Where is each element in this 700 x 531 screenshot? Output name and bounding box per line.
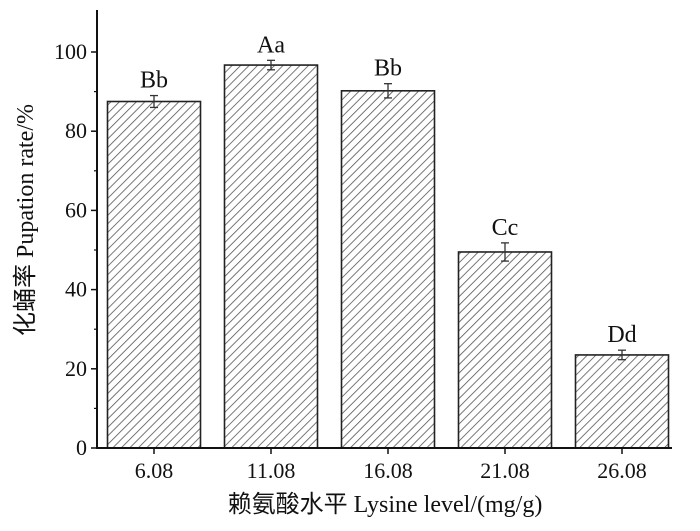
y-axis-title: 化蛹率 Pupation rate/%: [12, 104, 39, 336]
significance-label: Bb: [374, 56, 402, 82]
significance-label: Cc: [492, 215, 519, 241]
bar: [223, 64, 319, 449]
y-tick-label: 60: [65, 197, 87, 222]
bar: [574, 354, 670, 449]
y-tick-label: 40: [65, 277, 87, 302]
x-tick-label: 26.08: [597, 458, 647, 483]
x-tick-label: 11.08: [247, 458, 296, 483]
error-bar: [150, 94, 158, 109]
bar: [340, 90, 436, 449]
y-tick-label: 80: [65, 118, 87, 143]
x-tick-label: 16.08: [363, 458, 413, 483]
bar: [106, 100, 202, 449]
bar: [457, 251, 553, 449]
error-bar: [501, 242, 509, 262]
significance-label: Bb: [140, 68, 168, 94]
error-bar: [618, 349, 626, 361]
error-bar: [384, 83, 392, 99]
y-tick-label: 0: [76, 435, 87, 460]
significance-label: Dd: [607, 322, 636, 348]
y-tick-label: 20: [65, 356, 87, 381]
error-bar: [267, 59, 275, 71]
y-tick-label: 100: [54, 39, 87, 64]
x-tick-label: 21.08: [480, 458, 530, 483]
significance-label: Aa: [257, 32, 285, 58]
x-axis-title: 赖氨酸水平 Lysine level/(mg/g): [228, 491, 543, 518]
x-tick-label: 6.08: [135, 458, 174, 483]
